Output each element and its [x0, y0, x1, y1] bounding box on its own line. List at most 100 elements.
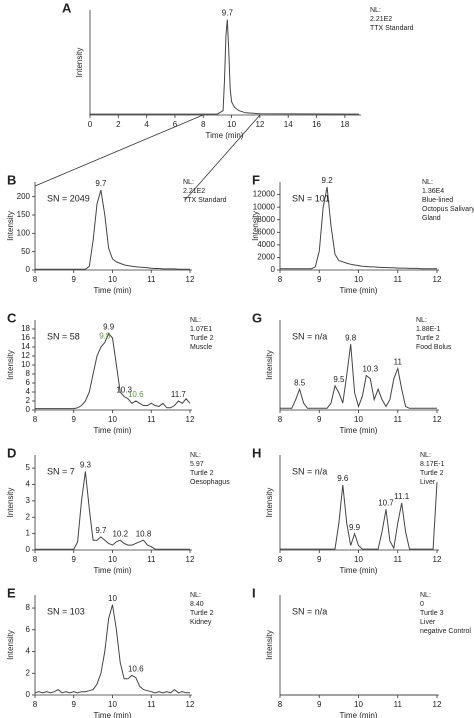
x-axis-label: Time (min) — [94, 566, 132, 575]
peak-label: 10.6 — [128, 390, 144, 399]
nl-text: TTX Standard — [183, 197, 227, 204]
panel-label: C — [7, 310, 17, 325]
x-tick-label: 10 — [108, 555, 117, 564]
x-tick-label: 9 — [317, 555, 322, 564]
nl-text: 5.97 — [190, 461, 204, 468]
y-axis-label: Intensity — [75, 48, 84, 78]
y-tick-label: 2 — [26, 668, 31, 677]
x-axis-label: Time (min) — [94, 711, 132, 718]
x-tick-label: 6 — [173, 120, 178, 129]
nl-text: Liver — [420, 479, 436, 486]
y-tick-label: 2 — [26, 396, 31, 405]
panel-label: F — [252, 172, 260, 187]
sn-label: SN = 7 — [47, 466, 75, 476]
y-tick-label: 5 — [26, 463, 31, 472]
panel-label: A — [62, 0, 72, 15]
y-tick-label: 14 — [21, 342, 30, 351]
x-tick-label: 12 — [433, 555, 442, 564]
x-tick-label: 11 — [147, 275, 156, 284]
x-tick-label: 8 — [33, 555, 38, 564]
nl-text: Octopus Salivary — [422, 206, 474, 213]
y-tick-label: 100 — [17, 228, 31, 237]
x-tick-label: 12 — [255, 120, 264, 129]
y-axis-label: Intensity — [6, 350, 15, 380]
nl-text: NL: — [190, 317, 201, 324]
sn-label: SN = 58 — [47, 331, 80, 341]
panel-label: B — [7, 172, 16, 187]
nl-text: 1.07E1 — [190, 326, 212, 333]
nl-text: negative Control — [420, 628, 471, 635]
sn-label: SN = 2049 — [47, 193, 90, 203]
zoom-guide — [184, 114, 261, 201]
peak-label: 10.7 — [378, 498, 394, 507]
y-axis-label: Intensity — [6, 488, 15, 518]
panel-label: H — [252, 445, 261, 460]
trace — [280, 186, 437, 270]
y-axis-label: Intensity — [251, 211, 260, 241]
x-axis-label: Time (min) — [340, 566, 378, 575]
y-tick-label: 8 — [26, 369, 31, 378]
nl-text: NL: — [420, 592, 431, 599]
y-tick-label: 2 — [26, 512, 31, 521]
x-axis-label: Time (min) — [206, 131, 244, 140]
y-tick-label: 8000 — [257, 215, 275, 224]
peak-label: 9.7 — [95, 526, 107, 535]
x-tick-label: 18 — [340, 120, 349, 129]
x-tick-label: 11 — [394, 415, 403, 424]
panel-label: D — [7, 445, 16, 460]
nl-text: Kidney — [190, 619, 212, 626]
peak-label: 9.6 — [337, 474, 349, 483]
x-axis-label: Time (min) — [340, 286, 378, 295]
x-tick-label: 4 — [144, 120, 149, 129]
x-tick-label: 9 — [72, 700, 77, 709]
x-tick-label: 9 — [72, 275, 77, 284]
nl-text: 8.40 — [190, 601, 204, 608]
trace — [280, 482, 438, 550]
peak-label: 9.2 — [322, 176, 334, 185]
sn-label: SN = n/a — [292, 331, 327, 341]
y-axis-label: Intensity — [265, 350, 274, 380]
x-tick-label: 9 — [72, 555, 77, 564]
nl-text: Muscle — [190, 344, 212, 351]
x-axis-label: Time (min) — [94, 286, 132, 295]
peak-label: 10.3 — [362, 364, 378, 373]
nl-text: Blue-lined — [422, 197, 453, 204]
x-tick-label: 8 — [278, 700, 283, 709]
x-tick-label: 11 — [394, 275, 403, 284]
y-tick-label: 4 — [26, 387, 31, 396]
x-axis-label: Time (min) — [340, 426, 378, 435]
nl-text: Turtle 2 — [190, 335, 214, 342]
peak-label: 11.1 — [394, 492, 410, 501]
peak-label: 9.9 — [103, 323, 115, 332]
y-axis-label: Intensity — [265, 488, 274, 518]
panel-label: E — [7, 585, 16, 600]
nl-text: Turtle 2 — [190, 470, 214, 477]
y-axis-label: Intensity — [265, 630, 274, 660]
x-tick-label: 12 — [186, 555, 195, 564]
y-tick-label: 10000 — [253, 202, 276, 211]
sn-label: SN = 103 — [47, 606, 85, 616]
x-tick-label: 10 — [354, 275, 363, 284]
x-tick-label: 2 — [116, 120, 121, 129]
y-axis-label: Intensity — [6, 630, 15, 660]
nl-text: NL: — [416, 317, 427, 324]
y-tick-label: 6000 — [257, 227, 275, 236]
x-tick-label: 12 — [186, 275, 195, 284]
sn-label: SN = 101 — [292, 193, 330, 203]
x-axis-label: Time (min) — [340, 711, 378, 718]
y-tick-label: 0 — [26, 405, 31, 414]
nl-text: Liver — [420, 619, 436, 626]
nl-text: Gland — [422, 215, 441, 222]
x-tick-label: 9 — [317, 275, 322, 284]
peak-label: 9.7 — [222, 9, 234, 18]
x-tick-label: 8 — [33, 415, 38, 424]
y-tick-label: 10 — [21, 360, 30, 369]
x-tick-label: 10 — [108, 275, 117, 284]
x-tick-label: 8 — [278, 415, 283, 424]
nl-text: Turtle 2 — [190, 610, 214, 617]
nl-text: NL: — [420, 452, 431, 459]
nl-text: NL: — [190, 592, 201, 599]
sn-label: SN = n/a — [292, 606, 327, 616]
panel-label: G — [252, 310, 262, 325]
